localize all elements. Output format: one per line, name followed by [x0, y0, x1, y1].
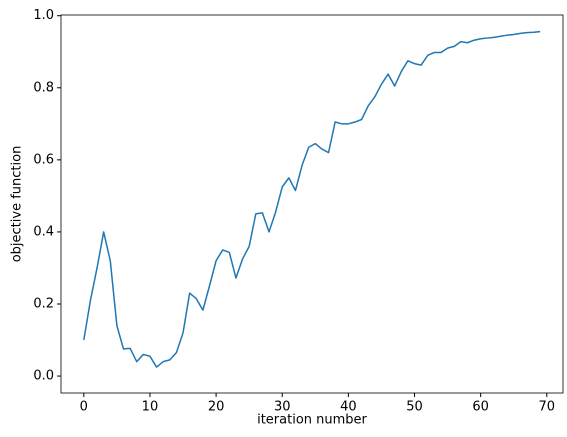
y-tick-label: 0.6: [33, 152, 54, 167]
y-tick-label: 0.4: [33, 224, 54, 239]
y-tick-label: 1.0: [33, 8, 54, 23]
y-tick-label: 0.2: [33, 296, 54, 311]
x-tick-label: 70: [539, 400, 556, 415]
x-tick-label: 40: [340, 400, 357, 415]
x-tick-label: 60: [472, 400, 489, 415]
x-tick-label: 50: [406, 400, 423, 415]
x-tick-label: 0: [80, 400, 88, 415]
y-axis-label: objective function: [10, 146, 25, 263]
x-axis-label: iteration number: [257, 413, 367, 428]
x-tick-label: 20: [208, 400, 225, 415]
y-tick-label: 0.0: [33, 369, 54, 384]
x-tick-label: 10: [142, 400, 159, 415]
line-series: [83, 30, 541, 368]
y-tick-label: 0.8: [33, 80, 54, 95]
x-tick-label: 30: [274, 400, 291, 415]
plot-frame: [60, 14, 564, 394]
